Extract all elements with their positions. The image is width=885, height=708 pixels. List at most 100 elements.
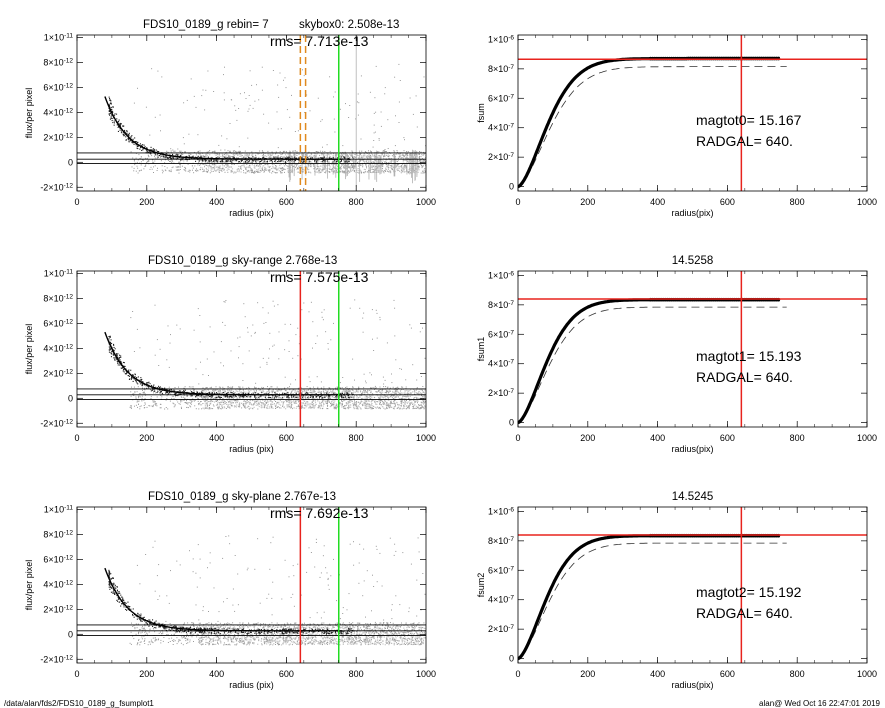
scatter-point [318, 160, 320, 162]
band-point [404, 401, 406, 403]
scatter-point [362, 164, 364, 166]
band-point [392, 155, 394, 157]
scatter-point [196, 392, 198, 393]
band-point [362, 157, 364, 159]
scatter-point [359, 159, 361, 161]
scatter-point [264, 403, 266, 405]
y-tick-label: -2×10-12 [40, 182, 73, 193]
band-point [345, 402, 348, 404]
scatter-point [421, 158, 423, 159]
y-tick-exponent: -12 [64, 182, 74, 189]
profile-point [116, 113, 118, 115]
scatter-point [297, 168, 299, 170]
band-point [257, 168, 260, 170]
scatter-point [410, 327, 412, 329]
y-tick-exponent: -12 [64, 82, 74, 89]
scatter-point [162, 172, 164, 174]
scatter-point [137, 87, 138, 89]
scatter-point [330, 405, 332, 407]
band-point [205, 155, 207, 157]
scatter-point [159, 114, 161, 116]
band-point [235, 153, 237, 155]
scatter-point [359, 307, 361, 309]
scatter-point [405, 396, 407, 398]
scatter-point [416, 151, 418, 153]
scatter-point [154, 304, 156, 306]
scatter-point [363, 389, 365, 391]
band-point [217, 168, 219, 170]
scatter-point [260, 404, 262, 406]
scatter-point [210, 401, 212, 403]
scatter-point [218, 405, 220, 407]
scatter-point [182, 137, 184, 139]
band-point [336, 405, 338, 407]
scatter-point [222, 321, 224, 323]
scatter-point [386, 342, 388, 344]
profile-point [309, 160, 311, 162]
band-point [200, 167, 202, 169]
scatter-point [367, 405, 369, 407]
scatter-point [198, 383, 200, 385]
band-point [272, 165, 274, 167]
band-point [403, 155, 406, 157]
scatter-point [212, 404, 214, 406]
band-point [305, 155, 307, 157]
band-point [406, 401, 408, 403]
band-point [229, 159, 231, 161]
scatter-point [197, 156, 199, 158]
scatter-point [160, 156, 162, 158]
scatter-point [361, 403, 363, 405]
band-point [406, 395, 408, 397]
scatter-point [326, 400, 328, 402]
scatter-point [417, 392, 419, 394]
band-point [367, 396, 369, 399]
scatter-point [393, 154, 394, 155]
profile-point [113, 122, 115, 124]
scatter-point [277, 396, 279, 398]
profile-point [110, 103, 112, 105]
band-point [265, 161, 268, 163]
scatter-point [342, 153, 344, 155]
scatter-point [339, 171, 341, 173]
scatter-point [278, 358, 280, 360]
scatter-point [152, 401, 154, 403]
scatter-point [409, 400, 411, 401]
band-point [272, 166, 274, 168]
band-point [230, 404, 232, 406]
scatter-point [154, 389, 155, 391]
scatter-point [420, 159, 422, 161]
scatter-point [173, 403, 175, 405]
scatter-point [170, 169, 172, 171]
scatter-point [312, 321, 314, 323]
scatter-point [222, 407, 224, 409]
scatter-point [225, 408, 227, 409]
scatter-point [280, 397, 282, 399]
band-point [287, 170, 289, 172]
scatter-point [194, 165, 196, 167]
scatter-point [356, 156, 358, 158]
profile-point [112, 106, 114, 108]
band-point [273, 171, 275, 173]
band-point [211, 168, 213, 170]
band-point [247, 170, 249, 173]
band-point [372, 166, 374, 168]
profile-point [277, 159, 279, 161]
profile-point [326, 160, 328, 162]
scatter-point [327, 401, 329, 403]
scatter-point [140, 393, 142, 395]
scatter-point [151, 68, 153, 70]
profile-point [109, 110, 111, 112]
x-axis-label: radius(pix) [671, 208, 713, 218]
scatter-point [245, 401, 247, 403]
scatter-point [184, 167, 186, 169]
scatter-point [360, 138, 362, 140]
scatter-point [228, 159, 230, 161]
scatter-point [170, 393, 172, 395]
band-point [201, 161, 203, 163]
scatter-point [347, 398, 349, 400]
scatter-point [249, 166, 251, 168]
scatter-point [148, 156, 150, 158]
band-point [415, 405, 417, 407]
scatter-point [380, 152, 382, 154]
scatter-point [265, 163, 267, 165]
